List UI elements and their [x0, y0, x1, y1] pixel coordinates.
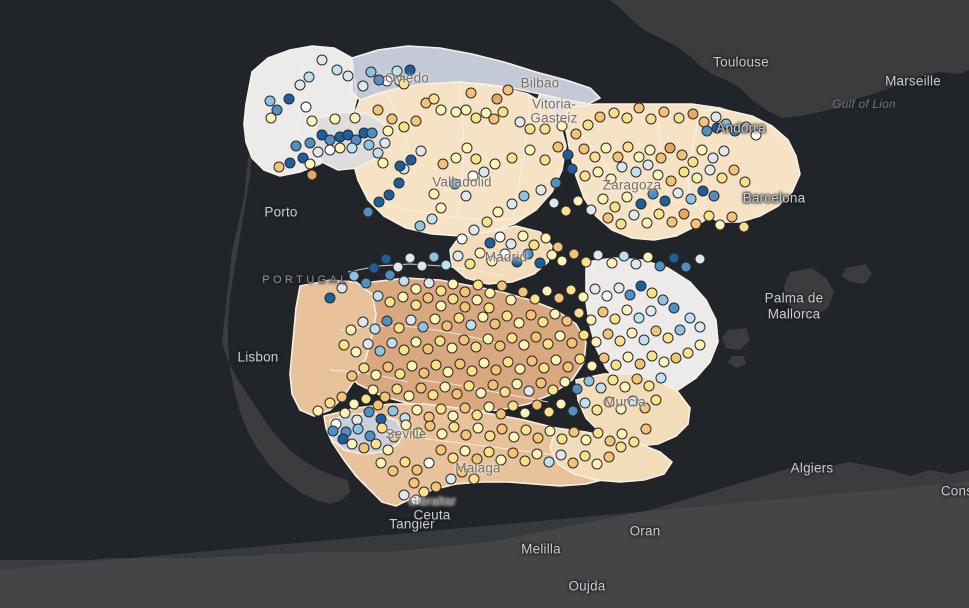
region-extremadura: [289, 279, 377, 417]
maghreb-inland: [0, 482, 969, 608]
